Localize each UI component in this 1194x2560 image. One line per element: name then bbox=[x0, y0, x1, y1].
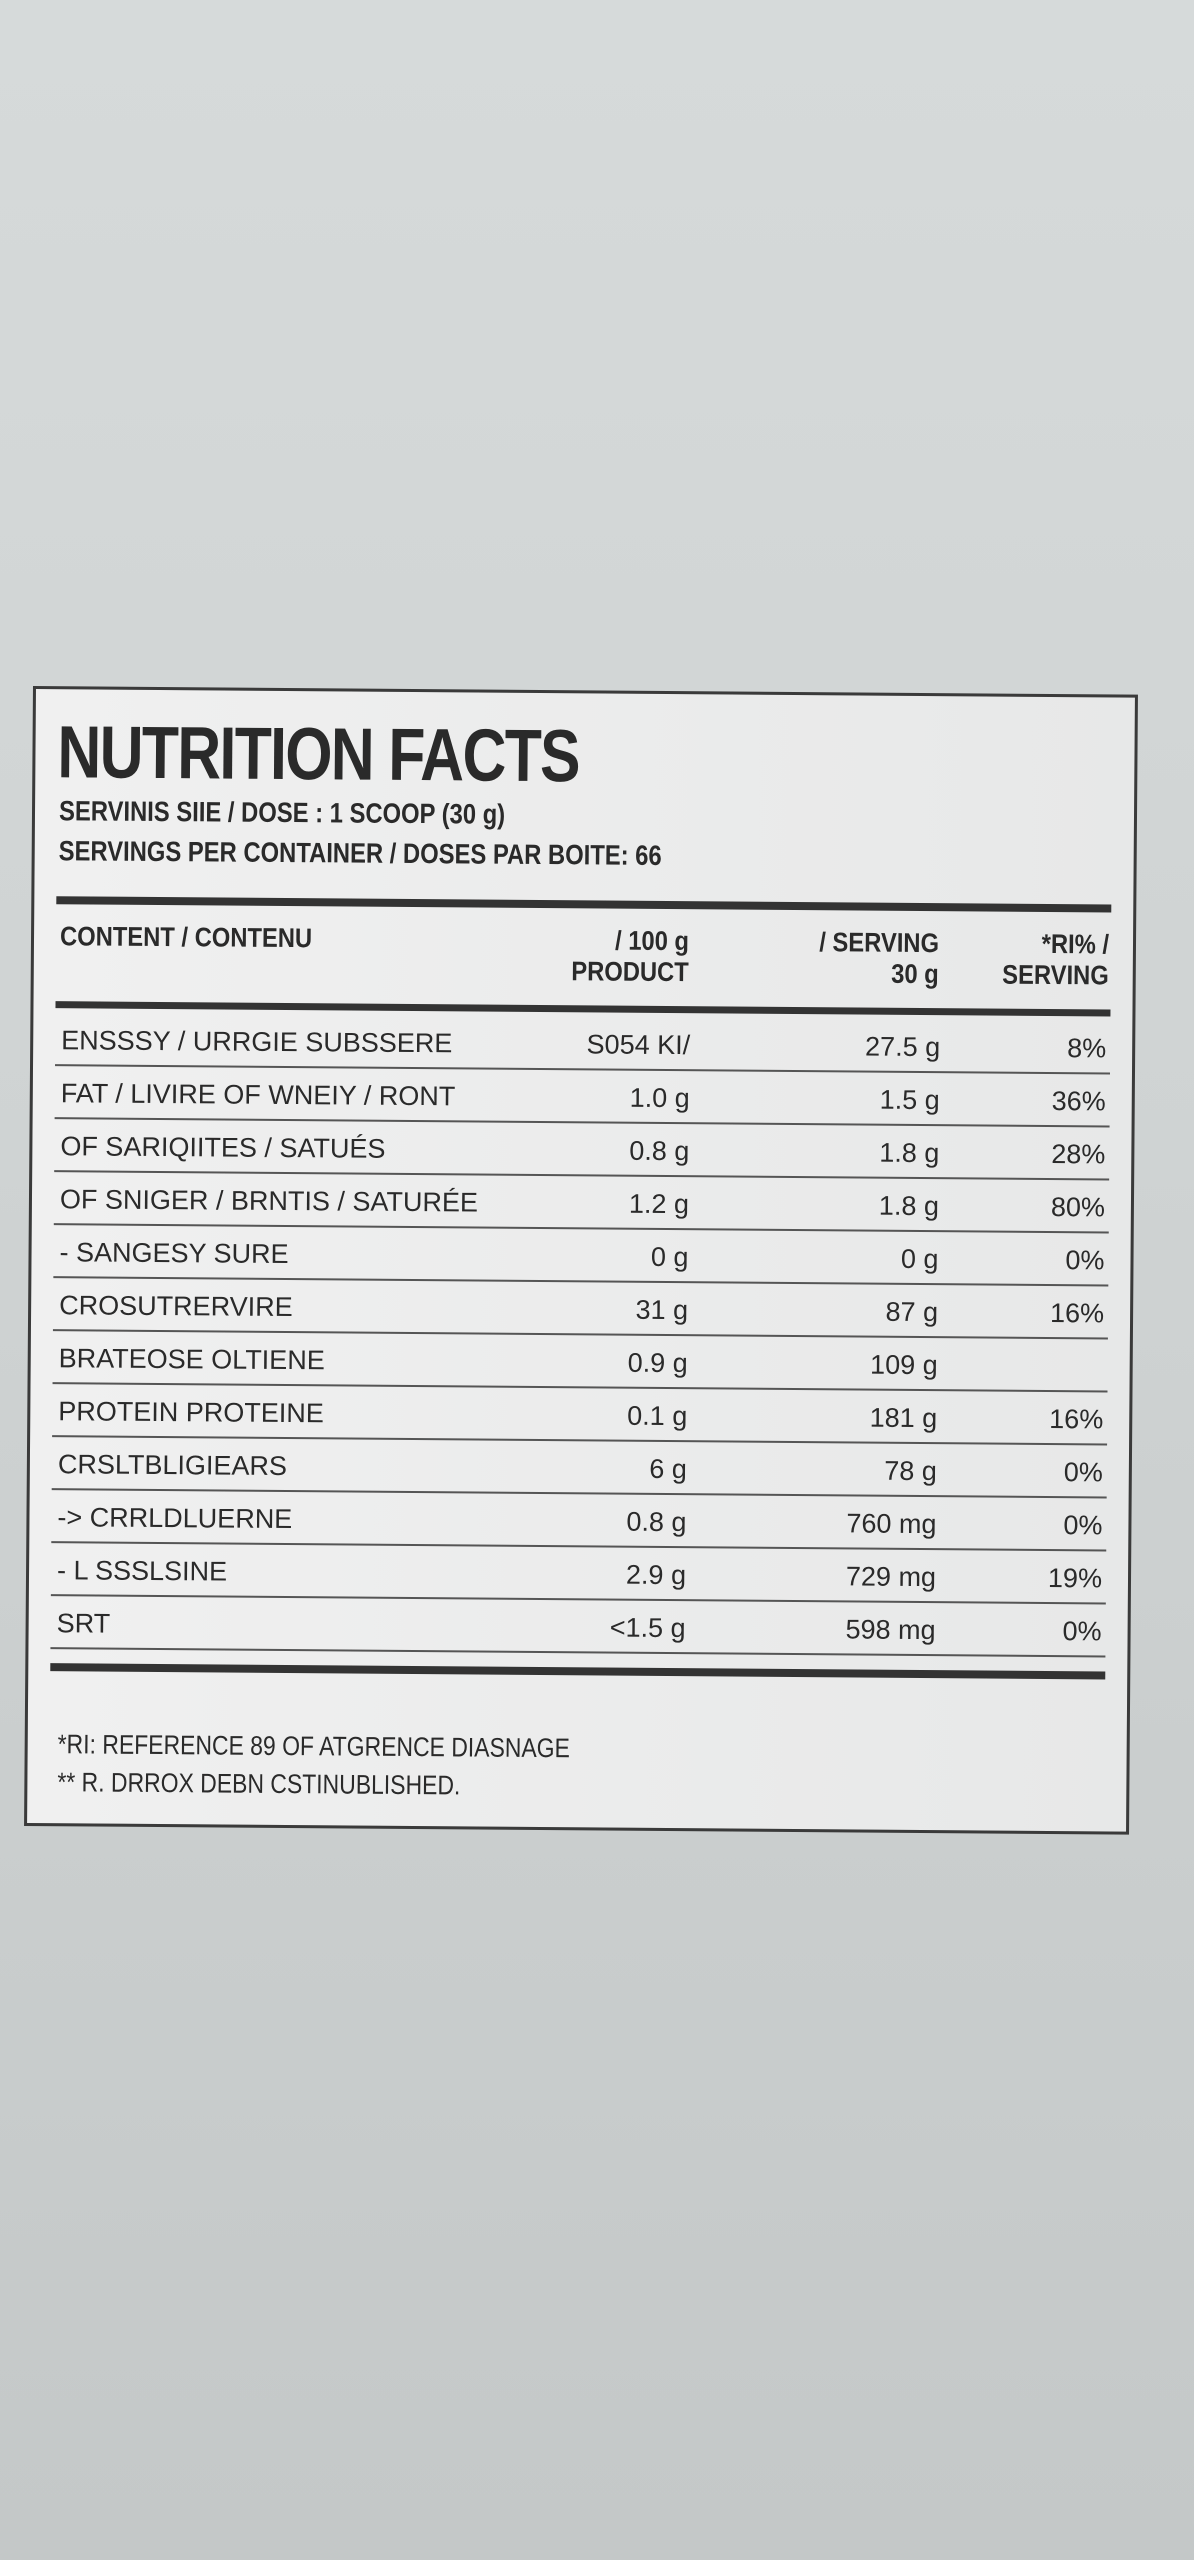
thick-rule bbox=[56, 896, 1112, 913]
nutrient-value: 0 g bbox=[650, 1241, 689, 1273]
column-header: CONTENT / CONTENU bbox=[59, 921, 313, 954]
nutrient-value: <1.5 g bbox=[609, 1612, 686, 1644]
footnote: ** R. DRROX DEBN CSTINUBLISHED. bbox=[57, 1767, 461, 1801]
nutrient-name: -> CRRLDLUERNE bbox=[57, 1502, 293, 1535]
nutrient-name: OF SNIGER / BRNTIS / SATURÉE bbox=[59, 1184, 479, 1218]
table-row: - L SSSLSINE 2.9 g 729 mg 19% bbox=[50, 1543, 1107, 1605]
table-row: OF SARIQIITES / SATUÉS 0.8 g 1.8 g 28% bbox=[54, 1119, 1110, 1181]
nutrient-name: CRSLTBLIGIEARS bbox=[57, 1449, 288, 1482]
title: NUTRITION FACTS bbox=[57, 710, 580, 798]
nutrient-name: ENSSSY / URRGIE SUBSSERE bbox=[61, 1025, 453, 1059]
nutrient-value: 0.9 g bbox=[627, 1347, 688, 1379]
nutrient-value: 0.1 g bbox=[627, 1400, 688, 1432]
nutrient-value: 6 g bbox=[649, 1453, 687, 1485]
table-row: CRSLTBLIGIEARS 6 g 78 g 0% bbox=[51, 1437, 1108, 1499]
table-row: CROSUTRERVIRE 31 g 87 g 16% bbox=[52, 1278, 1109, 1340]
servings-per-container: SERVINGS PER CONTAINER / DOSES PAR BOITE… bbox=[58, 835, 662, 871]
nutrient-value: 1.0 g bbox=[629, 1082, 690, 1114]
footnote: *RI: REFERENCE 89 OF ATGRENCE DIASNAGE bbox=[57, 1729, 571, 1764]
table-row: ENSSSY / URRGIE SUBSSERE S054 KI/27.5 g 8% bbox=[55, 1013, 1111, 1075]
nutrient-value: 109 g bbox=[870, 1349, 938, 1381]
column-header: / 100 g PRODUCT bbox=[571, 925, 690, 988]
nutrition-label: NUTRITION FACTS SERVINIS SIIE / DOSE : 1… bbox=[24, 686, 1138, 1835]
nutrient-name: BRATEOSE OLTIENE bbox=[58, 1343, 325, 1376]
nutrient-value: 19% bbox=[1047, 1562, 1103, 1594]
nutrient-value: 2.9 g bbox=[625, 1559, 687, 1591]
nutrient-name: PROTEIN PROTEINE bbox=[58, 1396, 324, 1429]
nutrient-value: 1.8 g bbox=[878, 1190, 940, 1222]
table-body: ENSSSY / URRGIE SUBSSERE S054 KI/27.5 g 8%… bbox=[36, 689, 1135, 1658]
nutrient-value: 0 g bbox=[900, 1243, 939, 1275]
nutrient-name: OF SARIQIITES / SATUÉS bbox=[60, 1131, 386, 1164]
nutrient-value: 1.5 g bbox=[879, 1084, 940, 1116]
table-row: PROTEIN PROTEINE 0.1 g 181 g 16% bbox=[52, 1384, 1108, 1446]
nutrient-value: 80% bbox=[1050, 1192, 1106, 1223]
nutrient-value: 760 mg bbox=[846, 1508, 937, 1540]
nutrient-value: 87 g bbox=[885, 1296, 939, 1328]
table-row: SRT <1.5 g 598 mg 0% bbox=[50, 1596, 1106, 1658]
column-header: *RI% / SERVING bbox=[1002, 928, 1110, 991]
nutrient-value: 598 mg bbox=[845, 1614, 936, 1646]
nutrient-value: 0% bbox=[1062, 1616, 1102, 1647]
table-row: BRATEOSE OLTIENE 0.9 g 109 g bbox=[52, 1331, 1108, 1393]
nutrient-value: 0.8 g bbox=[629, 1135, 690, 1167]
table-row: OF SNIGER / BRNTIS / SATURÉE 1.2 g 1.8 g 80… bbox=[53, 1172, 1110, 1234]
nutrient-value: 1.8 g bbox=[879, 1137, 940, 1169]
thick-rule bbox=[50, 1663, 1106, 1680]
nutrient-value: 16% bbox=[1049, 1404, 1104, 1435]
nutrient-name: FAT / LIVIRE OF WNEIY / RONT bbox=[60, 1078, 456, 1112]
nutrient-value: S054 KI/ bbox=[586, 1029, 691, 1061]
nutrient-name: SRT bbox=[56, 1608, 111, 1639]
nutrient-value: 16% bbox=[1049, 1298, 1105, 1329]
nutrient-name: - L SSSLSINE bbox=[56, 1555, 228, 1587]
nutrient-value: 8% bbox=[1067, 1033, 1107, 1064]
table-row: FAT / LIVIRE OF WNEIY / RONT 1.0 g 1.5 g 36… bbox=[54, 1066, 1110, 1128]
nutrient-value: 78 g bbox=[884, 1455, 937, 1487]
nutrient-value: 729 mg bbox=[845, 1561, 937, 1593]
nutrient-value: 27.5 g bbox=[864, 1031, 941, 1063]
nutrient-value: 28% bbox=[1051, 1139, 1106, 1170]
serving-size: SERVINIS SIIE / DOSE : 1 SCOOP (30 g) bbox=[58, 795, 506, 830]
nutrient-value: 181 g bbox=[869, 1402, 938, 1434]
nutrient-value: 1.2 g bbox=[628, 1188, 690, 1220]
nutrient-value: 0% bbox=[1063, 1510, 1103, 1541]
table-row: -> CRRLDLUERNE 0.8 g 760 mg 0% bbox=[51, 1490, 1107, 1552]
column-header: / SERVING 30 g bbox=[819, 927, 940, 990]
nutrient-value: 0% bbox=[1065, 1245, 1105, 1276]
nutrient-value: 0% bbox=[1063, 1457, 1103, 1488]
nutrient-name: CROSUTRERVIRE bbox=[59, 1290, 293, 1323]
nutrient-value: 31 g bbox=[635, 1294, 689, 1326]
nutrient-value: 0.8 g bbox=[626, 1506, 687, 1538]
table-row: - SANGESY SURE 0 g 0 g 0% bbox=[53, 1225, 1109, 1287]
nutrient-value: 36% bbox=[1051, 1086, 1106, 1117]
nutrient-name: - SANGESY SURE bbox=[59, 1237, 289, 1270]
